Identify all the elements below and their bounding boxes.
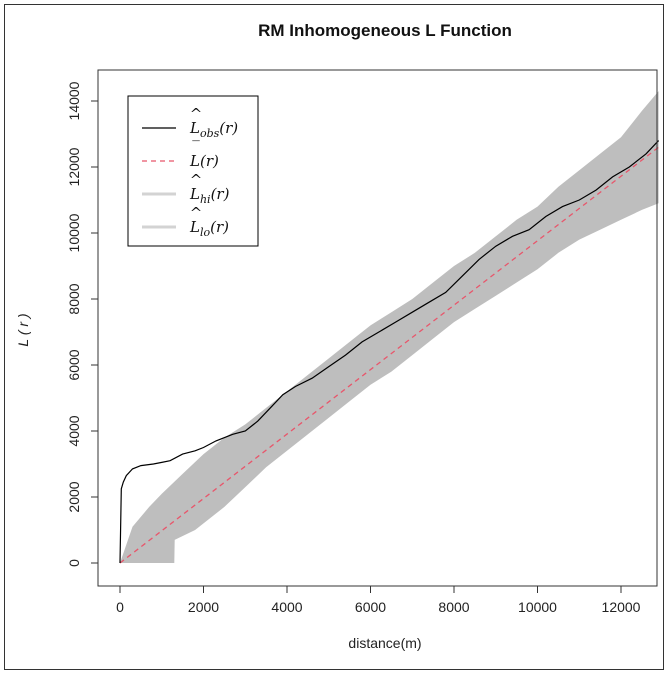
legend-hat: ^ xyxy=(190,204,203,222)
x-axis: 0 2000 4000 6000 8000 10000 12000 xyxy=(116,585,641,615)
y-axis: 0 2000 4000 6000 8000 10000 12000 14000 xyxy=(66,81,99,567)
y-axis-label: L ( r ) xyxy=(15,313,31,346)
chart-frame xyxy=(4,4,664,670)
theoretical-line xyxy=(119,146,659,564)
x-tick-label: 4000 xyxy=(271,599,302,615)
plot-area xyxy=(119,91,660,564)
y-tick-label: 4000 xyxy=(66,415,82,446)
legend-hat: ‾ xyxy=(192,138,200,156)
legend-label: Llo(r) xyxy=(189,218,229,239)
x-tick-label: 10000 xyxy=(518,599,557,615)
legend-label: Lobs(r) xyxy=(189,119,238,140)
y-tick-label: 8000 xyxy=(66,283,82,314)
legend-hat: ^ xyxy=(190,171,203,189)
x-tick-label: 6000 xyxy=(355,599,386,615)
y-tick-label: 6000 xyxy=(66,349,82,380)
legend-box xyxy=(127,95,259,247)
legend-hat: ^ xyxy=(190,105,203,123)
x-tick-label: 2000 xyxy=(188,599,219,615)
y-tick-label: 2000 xyxy=(66,481,82,512)
legend-label: Lhi(r) xyxy=(189,185,230,206)
x-axis-label: distance(m) xyxy=(348,635,421,651)
y-tick-label: 0 xyxy=(66,559,82,567)
x-tick-label: 8000 xyxy=(438,599,469,615)
chart-title: RM Inhomogeneous L Function xyxy=(258,21,512,40)
y-tick-label: 12000 xyxy=(66,147,82,186)
observed-line xyxy=(119,140,660,564)
x-tick-label: 0 xyxy=(116,599,124,615)
y-tick-label: 10000 xyxy=(66,213,82,252)
envelope-band xyxy=(120,91,659,563)
x-tick-label: 12000 xyxy=(602,599,641,615)
y-tick-label: 14000 xyxy=(66,81,82,120)
legend: ^Lobs(r)‾L(r)^Lhi(r)^Llo(r) xyxy=(127,95,259,247)
legend-label: L(r) xyxy=(189,152,219,170)
